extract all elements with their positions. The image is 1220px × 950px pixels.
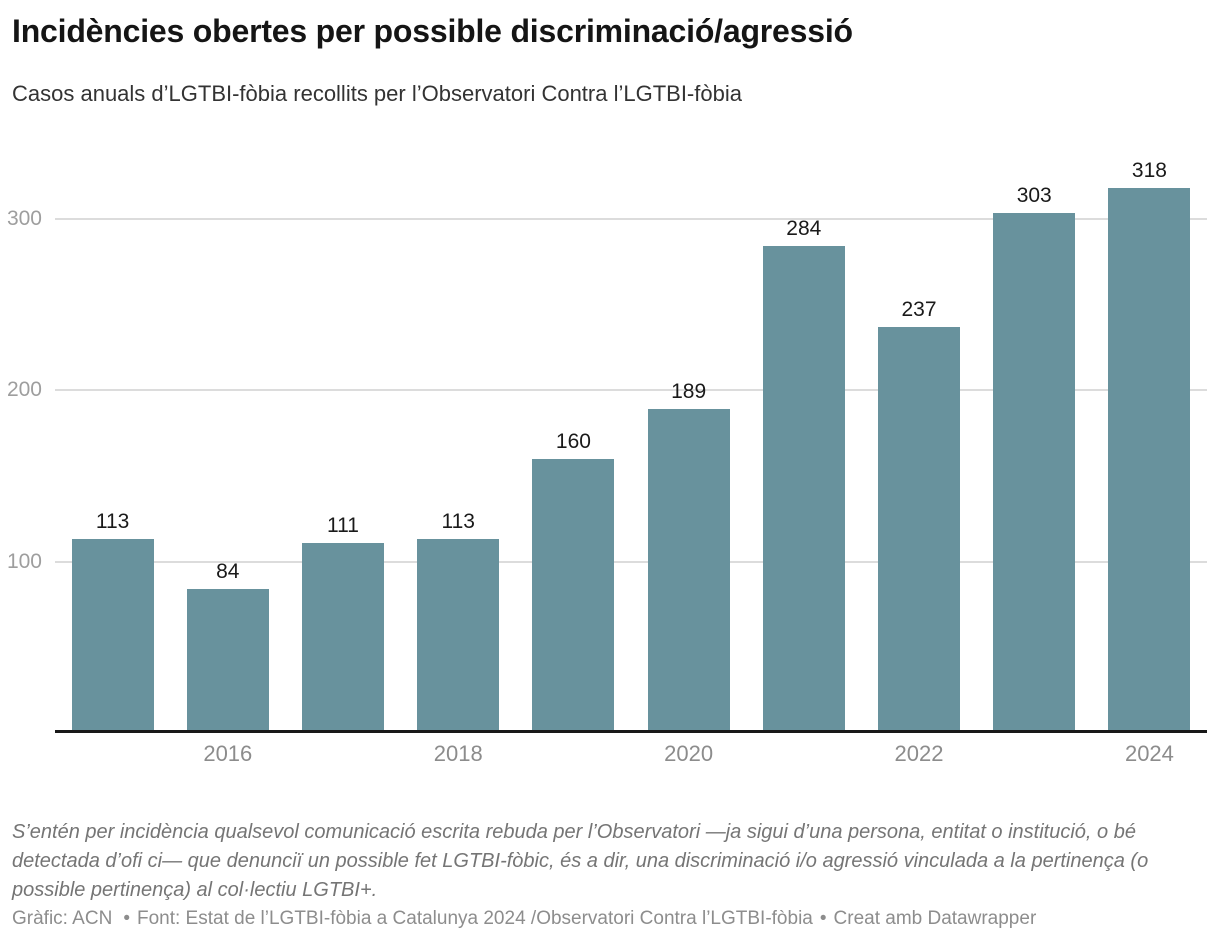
bar-value-label-2018: 113 bbox=[441, 510, 475, 534]
bar-value-label-2019: 160 bbox=[555, 429, 591, 453]
y-axis-tick-200: 200 bbox=[6, 378, 42, 402]
x-axis-label-empty bbox=[55, 741, 170, 767]
bar-2023[interactable] bbox=[993, 213, 1076, 733]
bar-slot-2020: 189 bbox=[631, 150, 746, 733]
x-axis-label-2018: 2018 bbox=[433, 741, 483, 766]
chart-subtitle: Casos anuals d’LGTBI-fòbia recollits per… bbox=[12, 81, 742, 106]
bar-value-label-2017: 111 bbox=[327, 513, 359, 537]
credit-line: Gràfic: ACN • Font: Estat de l’LGTBI-fòbia… bbox=[12, 908, 1212, 930]
credit-separator: • bbox=[819, 908, 827, 929]
x-axis-baseline bbox=[55, 730, 1207, 733]
x-axis-label-empty bbox=[285, 741, 400, 767]
credit-source: Font: Estat de l’LGTBI-fòbia a Catalunya… bbox=[136, 908, 813, 929]
bar-2024[interactable] bbox=[1108, 187, 1191, 733]
bar-value-label-2023: 303 bbox=[1016, 184, 1052, 208]
bar-slot-2022: 237 bbox=[861, 150, 976, 733]
bar-value-label-2020: 189 bbox=[671, 379, 707, 403]
chart-title: Incidències obertes per possible discrim… bbox=[12, 13, 853, 49]
bar-slot-2023: 303 bbox=[977, 150, 1092, 733]
bar-2016[interactable] bbox=[186, 588, 269, 733]
bars-row: 113 84 111 113 160 189 284 237 303 318 bbox=[55, 150, 1207, 733]
x-axis-label-empty bbox=[746, 741, 861, 767]
gridline-300: 300 bbox=[7, 207, 1207, 230]
bar-2019[interactable] bbox=[532, 458, 615, 733]
x-axis-label-2024: 2024 bbox=[1124, 741, 1174, 766]
chart-footnote: S’entén per incidència qualsevol comunic… bbox=[12, 821, 1149, 901]
bar-value-label-2015: 113 bbox=[95, 510, 130, 534]
bar-2022[interactable] bbox=[878, 326, 961, 733]
x-axis-label-empty bbox=[977, 741, 1092, 767]
credit-graphic: Gràfic: ACN bbox=[12, 908, 113, 929]
x-axis-label-2022: 2022 bbox=[894, 741, 944, 766]
credit-separator: • bbox=[123, 908, 130, 929]
plot-area: 100 200 300 113 84 111 113 160 189 284 237 303 318 bbox=[7, 150, 1207, 733]
bar-value-label-2022: 237 bbox=[901, 297, 937, 321]
bar-2021[interactable] bbox=[762, 246, 845, 733]
bar-value-label-2024: 318 bbox=[1131, 158, 1167, 182]
gridline-200: 200 bbox=[7, 378, 1207, 401]
bar-slot-2016: 84 bbox=[170, 150, 285, 733]
bar-slot-2019: 160 bbox=[516, 150, 631, 733]
bar-slot-2015: 113 bbox=[55, 150, 170, 733]
x-axis-label-empty bbox=[516, 741, 631, 767]
bar-slot-2021: 284 bbox=[746, 150, 861, 733]
x-axis-labels: 2016 2018 2020 2022 2024 bbox=[55, 741, 1207, 767]
x-axis-label-2016: 2016 bbox=[203, 741, 253, 766]
x-axis-label-2020: 2020 bbox=[664, 741, 714, 766]
bar-slot-2017: 111 bbox=[285, 150, 400, 733]
y-axis-tick-100: 100 bbox=[6, 549, 42, 573]
bar-value-label-2016: 84 bbox=[216, 559, 240, 583]
bar-2015[interactable] bbox=[71, 539, 154, 733]
bar-2017[interactable] bbox=[302, 542, 384, 733]
gridline-100: 100 bbox=[7, 550, 1207, 573]
datawrapper-credit-link[interactable]: Creat amb Datawrapper bbox=[833, 908, 1037, 929]
bar-value-label-2021: 284 bbox=[786, 217, 822, 241]
bar-2020[interactable] bbox=[647, 408, 730, 733]
bar-slot-2024: 318 bbox=[1092, 150, 1207, 733]
bar-slot-2018: 113 bbox=[401, 150, 516, 733]
bar-2018[interactable] bbox=[417, 539, 500, 733]
y-axis-tick-300: 300 bbox=[6, 206, 42, 230]
